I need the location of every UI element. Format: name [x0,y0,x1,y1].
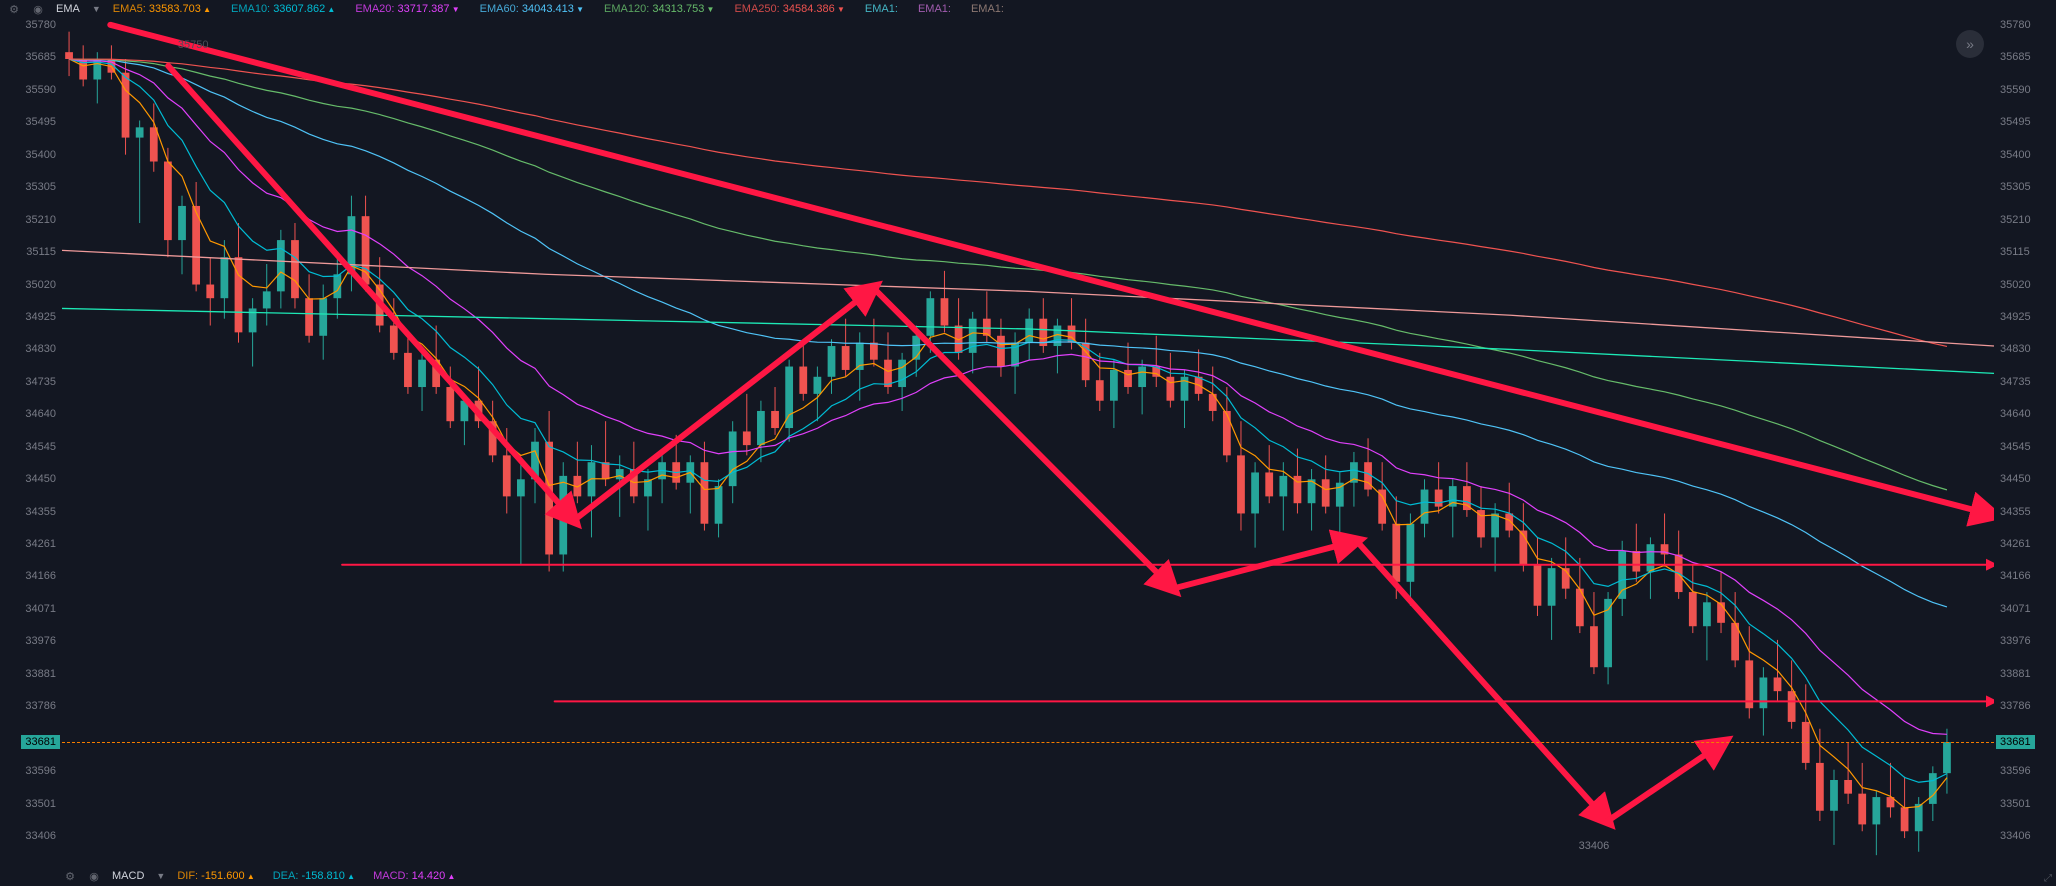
eye-icon[interactable]: ◉ [88,870,100,882]
gear-icon[interactable]: ⚙ [64,870,76,882]
y-tick: 35305 [0,181,56,193]
ema-value: EMA60: 34043.413 [480,3,584,15]
resize-handle[interactable]: ⤢ [2044,873,2052,884]
y-tick: 35020 [0,279,56,291]
macd-value: DEA: -158.810 [273,870,355,882]
y-tick: 35400 [2000,149,2056,161]
y-tick: 34925 [2000,311,2056,323]
y-axis-left: 35780 35685 35590 35495 35400 35305 35210 35115… [0,18,62,862]
y-tick: 35685 [0,51,56,63]
y-tick: 34166 [0,570,56,582]
chart-annotation: 33406 [1579,840,1610,852]
expand-button[interactable]: » [1956,30,1984,58]
ema-value: EMA1: [865,3,898,15]
y-tick: 33976 [0,635,56,647]
y-tick: 34735 [0,376,56,388]
y-tick: 33881 [0,668,56,680]
y-tick: 33881 [2000,668,2056,680]
y-tick: 34071 [2000,603,2056,615]
y-tick: 33406 [2000,830,2056,842]
y-tick: 34450 [0,473,56,485]
gear-icon[interactable]: ⚙ [8,3,20,15]
eye-icon[interactable]: ◉ [32,3,44,15]
ema-value: EMA120: 34313.753 [604,3,714,15]
y-tick: 33596 [2000,765,2056,777]
y-tick: 34545 [2000,441,2056,453]
price-tag: 33681 [1996,735,2035,749]
y-tick: 35020 [2000,279,2056,291]
price-chart[interactable] [62,18,1994,862]
y-tick: 34735 [2000,376,2056,388]
macd-value: DIF: -151.600 [177,870,254,882]
trendline [1356,541,1607,821]
y-tick: 35115 [0,246,56,258]
y-tick: 34166 [2000,570,2056,582]
y-tick: 34450 [2000,473,2056,485]
indicator-bottombar: ⚙ ◉ MACD ▼ DIF: -151.600 DEA: -158.810 MAC… [0,866,2056,886]
y-tick: 33501 [0,798,56,810]
y-tick: 35780 [2000,19,2056,31]
y-tick: 33786 [0,700,56,712]
ema-value: EMA1: [918,3,951,15]
y-tick: 33976 [2000,635,2056,647]
y-tick: 34355 [2000,506,2056,518]
y-tick: 35685 [2000,51,2056,63]
ema-values: EMA5: 33583.703 EMA10: 33607.862 EMA20: 33… [113,3,1004,15]
trendline [168,66,574,520]
y-tick: 35590 [0,84,56,96]
y-tick: 34261 [0,538,56,550]
y-tick: 35590 [2000,84,2056,96]
ema-value: EMA250: 34584.386 [734,3,844,15]
chevron-down-icon[interactable]: ▼ [92,4,101,14]
trendline [110,25,1994,515]
y-tick: 33406 [0,830,56,842]
y-axis-right: 35780 35685 35590 35495 35400 35305 35210 35115… [1994,18,2056,862]
price-tag: 33681 [21,735,60,749]
y-tick: 34261 [2000,538,2056,550]
y-tick: 35210 [0,214,56,226]
y-tick: 35495 [0,116,56,128]
ema-line [69,59,1947,346]
y-tick: 34545 [0,441,56,453]
y-tick: 33501 [2000,798,2056,810]
y-tick: 35115 [2000,246,2056,258]
y-tick: 34071 [0,603,56,615]
y-tick: 34830 [2000,343,2056,355]
current-price-line [62,742,1994,743]
indicator-topbar: ⚙ ◉ EMA ▼ EMA5: 33583.703 EMA10: 33607.86… [0,0,2056,18]
y-tick: 35305 [2000,181,2056,193]
y-tick: 34640 [0,408,56,420]
y-tick: 34355 [0,506,56,518]
ema-line [69,59,1947,734]
chart-area[interactable]: 35750 33406 [62,18,1994,862]
y-tick: 33596 [0,765,56,777]
y-tick: 35400 [0,149,56,161]
ema-line [69,59,1947,808]
chevron-down-icon[interactable]: ▼ [156,871,165,881]
ema-value: EMA20: 33717.387 [355,3,459,15]
y-tick: 34830 [0,343,56,355]
y-tick: 35210 [2000,214,2056,226]
ema-value: EMA1: [971,3,1004,15]
y-tick: 34640 [2000,408,2056,420]
y-tick: 35495 [2000,116,2056,128]
chart-annotation: 35750 [178,39,209,51]
macd-values: DIF: -151.600 DEA: -158.810 MACD: 14.420 [177,870,455,882]
trendline [1608,742,1724,821]
y-tick: 35780 [0,19,56,31]
y-tick: 34925 [0,311,56,323]
indicator-name: EMA [56,3,80,15]
macd-label: MACD [112,870,144,882]
ema-line [69,59,1947,607]
ema-value: EMA5: 33583.703 [113,3,211,15]
ema-value: EMA10: 33607.862 [231,3,335,15]
y-tick: 33786 [2000,700,2056,712]
macd-value: MACD: 14.420 [373,870,455,882]
